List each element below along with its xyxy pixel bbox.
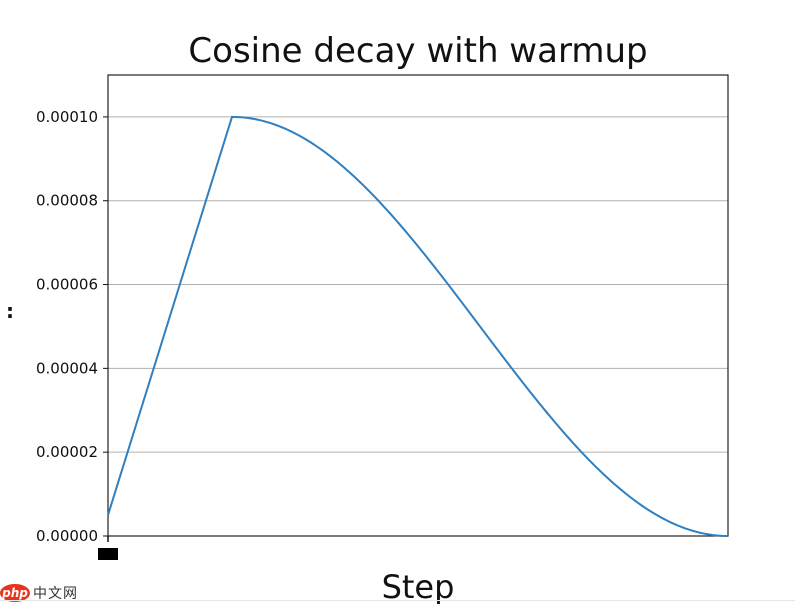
- x-tick-label-obscured: [98, 548, 118, 560]
- watermark: php 中文网: [0, 581, 120, 604]
- y-tick-label: 0.00006: [36, 276, 98, 294]
- chart-title: Cosine decay with warmup: [188, 31, 647, 71]
- y-tick-label: 0.00004: [36, 359, 98, 377]
- bottom-divider: [0, 600, 795, 601]
- y-axis: 0.00000 0.00002 0.00004 0.00006 0.00008 0.000…: [36, 108, 108, 545]
- y-tick-label: 0.00000: [36, 527, 98, 545]
- php-logo-icon: php: [0, 583, 30, 602]
- y-tick-label: 0.00008: [36, 192, 98, 210]
- y-tick-label: 0.00002: [36, 443, 98, 461]
- series-line: [107, 115, 729, 537]
- plot-frame: [107, 74, 729, 537]
- x-axis-label: Step: [382, 568, 455, 604]
- y-axis-label: :: [6, 299, 14, 323]
- grid-lines: [108, 116, 728, 537]
- y-tick-label: 0.00010: [36, 108, 98, 126]
- watermark-text: 中文网: [33, 585, 78, 602]
